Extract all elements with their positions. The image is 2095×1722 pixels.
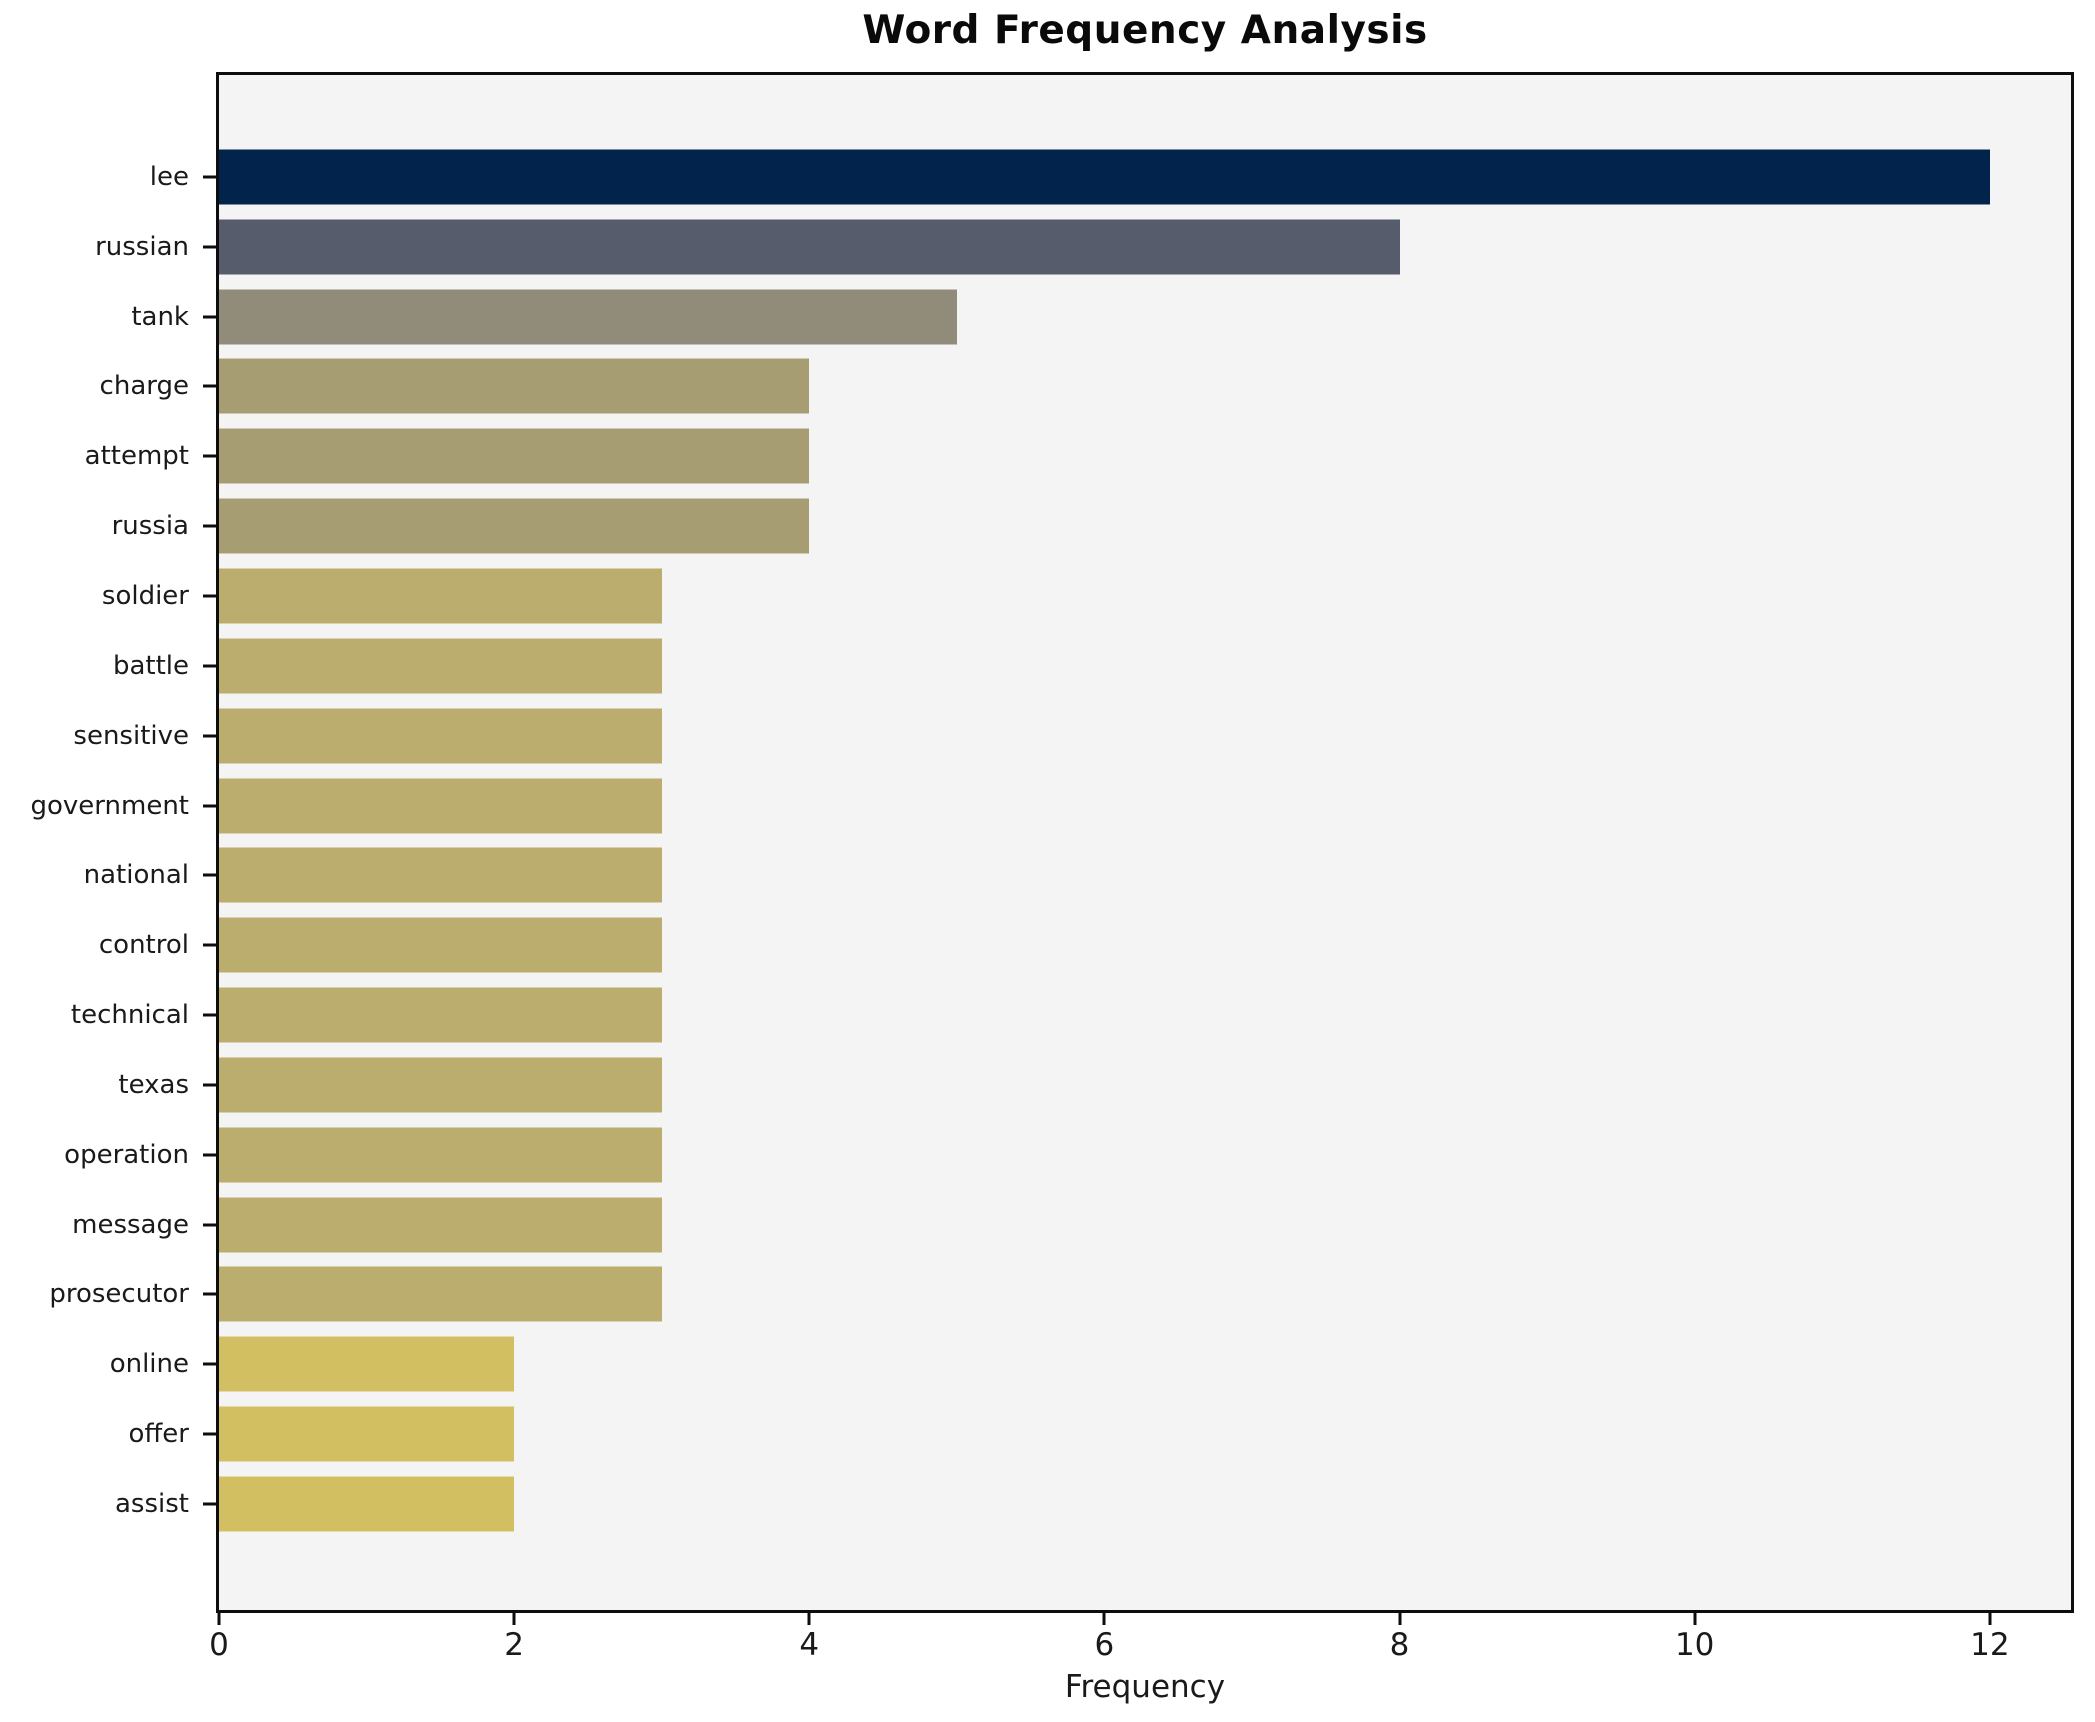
x-tick-mark: [1988, 1613, 1992, 1625]
y-tick-label: message: [72, 1209, 189, 1240]
y-tick-mark: [203, 315, 216, 319]
y-tick-mark: [203, 1292, 216, 1296]
y-tick-mark: [203, 1223, 216, 1227]
y-tick-label: national: [83, 860, 189, 891]
plot-area: lee russian tank charge attempt russia soldier…: [30, 72, 2074, 1703]
y-tick-label: lee: [149, 161, 189, 192]
y-tick-mark: [203, 1362, 216, 1366]
y-tick-label: battle: [112, 650, 189, 681]
bar-row: texas: [118, 1050, 2071, 1120]
bar-row: soldier: [102, 561, 2071, 631]
y-tick-label: online: [109, 1349, 189, 1380]
bars-container: lee russian tank charge attempt russia soldier…: [30, 142, 2071, 1539]
bar-row: operation: [64, 1120, 2071, 1190]
x-tick-mark: [1693, 1613, 1697, 1625]
bar-row: attempt: [85, 421, 2071, 491]
x-tick-label: 12: [1970, 1627, 2010, 1663]
bar: [219, 847, 662, 903]
bar-row: offer: [128, 1399, 2071, 1469]
bar: [219, 219, 1400, 275]
y-tick-mark: [203, 175, 216, 179]
y-tick-label: assist: [115, 1488, 189, 1519]
bar-row: assist: [115, 1469, 2071, 1539]
y-tick-mark: [203, 664, 216, 668]
bar: [219, 1127, 662, 1183]
y-tick-label: operation: [64, 1139, 189, 1170]
bar: [219, 917, 662, 973]
bar: [219, 1476, 515, 1532]
y-tick-label: tank: [131, 301, 189, 332]
bar: [219, 987, 662, 1043]
y-tick-label: sensitive: [73, 720, 189, 751]
y-tick-mark: [203, 1502, 216, 1506]
y-tick-mark: [203, 524, 216, 528]
y-tick-mark: [203, 873, 216, 877]
bar: [219, 1406, 515, 1462]
bar-row: tank: [131, 282, 2071, 352]
bar: [219, 428, 810, 484]
y-tick-mark: [203, 454, 216, 458]
y-tick-label: offer: [128, 1419, 189, 1450]
x-tick-label: 2: [504, 1627, 524, 1663]
bar-row: sensitive: [73, 701, 2071, 771]
bar-row: charge: [100, 352, 2071, 422]
bar: [219, 289, 957, 345]
bar-row: prosecutor: [49, 1260, 2071, 1330]
y-tick-label: government: [30, 790, 189, 821]
y-tick-label: russian: [95, 231, 189, 262]
y-tick-mark: [203, 384, 216, 388]
y-tick-mark: [203, 804, 216, 808]
x-tick-label: 4: [799, 1627, 820, 1663]
bar-row: technical: [71, 980, 2071, 1050]
bar: [219, 1197, 662, 1253]
x-tick-label: 6: [1094, 1627, 1115, 1663]
y-tick-label: soldier: [101, 580, 189, 611]
bar-row: government: [30, 771, 2071, 841]
bar: [219, 149, 1990, 205]
y-tick-label: charge: [99, 371, 189, 402]
y-tick-label: technical: [70, 1000, 189, 1031]
bar-row: lee: [150, 142, 2071, 212]
bar-row: russia: [112, 491, 2071, 561]
bar: [219, 708, 662, 764]
y-tick-label: texas: [118, 1069, 189, 1100]
x-tick-label: 10: [1674, 1627, 1715, 1663]
bar: [219, 1057, 662, 1113]
bar-row: message: [72, 1190, 2071, 1260]
x-tick-mark: [807, 1613, 811, 1625]
x-tick-label: 0: [209, 1627, 229, 1663]
chart-title: Word Frequency Analysis: [862, 8, 1428, 53]
bar: [219, 778, 662, 834]
bar-row: russian: [95, 212, 2071, 282]
x-tick-mark: [1398, 1613, 1402, 1625]
bar: [219, 1266, 662, 1322]
x-tick-mark: [1102, 1613, 1106, 1625]
y-tick-label: control: [98, 930, 189, 961]
bar: [219, 568, 662, 624]
y-tick-mark: [203, 943, 216, 947]
bar-row: control: [99, 910, 2071, 980]
y-tick-mark: [203, 734, 216, 738]
bar: [219, 638, 662, 694]
y-tick-mark: [203, 1013, 216, 1017]
x-axis-label: Frequency: [1064, 1669, 1226, 1705]
x-tick-label: 8: [1389, 1627, 1410, 1663]
x-tick-mark: [512, 1613, 516, 1625]
bar-row: battle: [113, 631, 2071, 701]
y-tick-mark: [203, 245, 216, 249]
y-tick-mark: [203, 1432, 216, 1436]
y-tick-label: russia: [111, 511, 189, 542]
y-tick-label: attempt: [84, 441, 189, 472]
y-tick-label: prosecutor: [49, 1279, 189, 1310]
y-tick-mark: [203, 1083, 216, 1087]
x-tick-mark: [217, 1613, 221, 1625]
bar: [219, 1336, 515, 1392]
bar: [219, 498, 810, 554]
y-tick-mark: [203, 1153, 216, 1157]
y-tick-mark: [203, 594, 216, 598]
bar-row: online: [110, 1329, 2071, 1399]
bar: [219, 358, 810, 414]
bar-row: national: [84, 840, 2071, 910]
